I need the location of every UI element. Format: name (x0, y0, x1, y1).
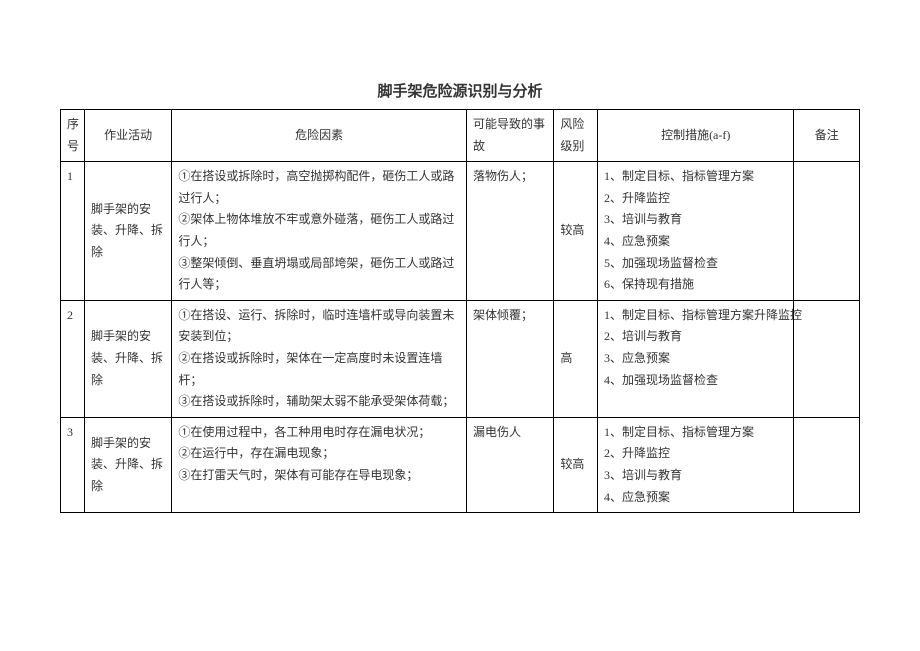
control-measure: 5、加强现场监督检查 (604, 253, 787, 275)
control-measure: 4、应急预案 (604, 231, 787, 253)
control-measure: 3、培训与教育 (604, 465, 787, 487)
header-accident: 可能导致的事故 (467, 110, 554, 162)
cell-num: 1 (61, 162, 85, 301)
header-note: 备注 (794, 110, 860, 162)
cell-accident: 落物伤人； (467, 162, 554, 301)
header-control: 控制措施(a-f) (597, 110, 793, 162)
cell-control: 1、制定目标、指标管理方案2、升降监控3、培训与教育4、应急预案 (597, 417, 793, 512)
cell-note (794, 417, 860, 512)
control-measure: 1、制定目标、指标管理方案升降监控 (604, 305, 787, 327)
hazard-table: 序号 作业活动 危险因素 可能导致的事故 风险级别 控制措施(a-f) 备注 1… (60, 109, 860, 513)
cell-activity: 脚手架的安装、升降、拆除 (85, 300, 172, 417)
cell-hazard: ①在搭设或拆除时，高空抛掷构配件，砸伤工人或路过行人； ②架体上物体堆放不牢或意… (172, 162, 467, 301)
control-measure: 6、保持现有措施 (604, 274, 787, 296)
table-row: 2脚手架的安装、升降、拆除①在搭设、运行、拆除时，临时连墙杆或导向装置未安装到位… (61, 300, 860, 417)
control-measure: 1、制定目标、指标管理方案 (604, 422, 787, 444)
cell-control: 1、制定目标、指标管理方案升降监控2、培训与教育3、应急预案4、加强现场监督检查 (597, 300, 793, 417)
cell-accident: 漏电伤人 (467, 417, 554, 512)
cell-activity: 脚手架的安装、升降、拆除 (85, 162, 172, 301)
header-hazard: 危险因素 (172, 110, 467, 162)
control-measure: 1、制定目标、指标管理方案 (604, 166, 787, 188)
control-measure: 3、培训与教育 (604, 209, 787, 231)
control-measure: 4、加强现场监督检查 (604, 370, 787, 392)
header-risk: 风险级别 (554, 110, 598, 162)
control-measure: 3、应急预案 (604, 348, 787, 370)
cell-risk: 较高 (554, 162, 598, 301)
cell-risk: 高 (554, 300, 598, 417)
header-activity: 作业活动 (85, 110, 172, 162)
table-row: 3脚手架的安装、升降、拆除①在使用过程中，各工种用电时存在漏电状况； ②在运行中… (61, 417, 860, 512)
cell-control: 1、制定目标、指标管理方案2、升降监控3、培训与教育4、应急预案5、加强现场监督… (597, 162, 793, 301)
header-num: 序号 (61, 110, 85, 162)
table-row: 1脚手架的安装、升降、拆除①在搭设或拆除时，高空抛掷构配件，砸伤工人或路过行人；… (61, 162, 860, 301)
cell-num: 3 (61, 417, 85, 512)
control-measure: 4、应急预案 (604, 487, 787, 509)
page-title: 脚手架危险源识别与分析 (60, 80, 860, 101)
control-measure: 2、升降监控 (604, 188, 787, 210)
table-header-row: 序号 作业活动 危险因素 可能导致的事故 风险级别 控制措施(a-f) 备注 (61, 110, 860, 162)
cell-hazard: ①在使用过程中，各工种用电时存在漏电状况； ②在运行中，存在漏电现象； ③在打雷… (172, 417, 467, 512)
cell-hazard: ①在搭设、运行、拆除时，临时连墙杆或导向装置未安装到位； ②在搭设或拆除时，架体… (172, 300, 467, 417)
cell-num: 2 (61, 300, 85, 417)
cell-note (794, 300, 860, 417)
cell-accident: 架体倾覆； (467, 300, 554, 417)
control-measure: 2、培训与教育 (604, 326, 787, 348)
cell-note (794, 162, 860, 301)
cell-risk: 较高 (554, 417, 598, 512)
control-measure: 2、升降监控 (604, 443, 787, 465)
cell-activity: 脚手架的安装、升降、拆除 (85, 417, 172, 512)
